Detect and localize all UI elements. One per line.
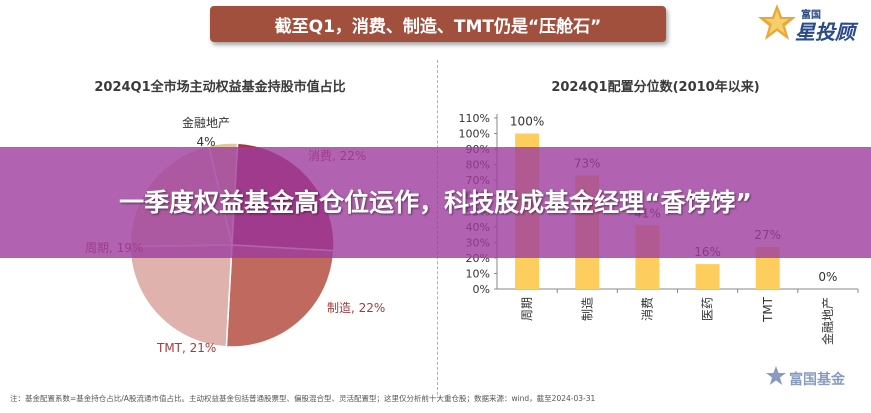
- brand-tagline: 星投顾: [795, 20, 855, 44]
- watermark: 富国基金: [765, 365, 857, 391]
- y-tick-label: 110%: [459, 112, 490, 125]
- x-tick-label: 周期: [520, 297, 534, 321]
- y-tick-label: 0%: [473, 283, 490, 296]
- header-banner: 截至Q1，消费、制造、TMT仍是“压舱石”: [210, 6, 666, 42]
- pie-slice: [129, 244, 233, 348]
- header-title: 截至Q1，消费、制造、TMT仍是“压舱石”: [274, 16, 602, 37]
- pie-slice-label: 制造, 22%: [327, 301, 385, 315]
- x-tick-label: 消费: [640, 297, 654, 321]
- headline-overlay: 一季度权益基金高仓位运作，科技股成基金经理“香饽饽”: [0, 147, 871, 258]
- y-tick-label: 10%: [466, 267, 490, 280]
- pie-slice-label: 金融地产: [182, 115, 230, 130]
- watermark-text: 富国基金: [789, 372, 845, 388]
- pie-slice-label: TMT, 21%: [156, 341, 216, 355]
- bar-value-label: 100%: [510, 115, 544, 129]
- pie-chart-title: 2024Q1全市场主动权益基金持股市值占比: [94, 80, 346, 95]
- x-tick-label: 制造: [580, 297, 594, 321]
- pie-slice-value-label: 4%: [196, 135, 215, 149]
- x-tick-label: 医药: [701, 297, 715, 321]
- bar-chart-title: 2024Q1配置分位数(2010年以来): [551, 80, 760, 95]
- footnote: 注：基金配置系数=基金持仓占比/A股流通市值占比。主动权益基金包括普通股票型、偏…: [10, 394, 596, 403]
- watermark-star-icon: [766, 366, 786, 385]
- x-tick-label: 金融地产: [820, 297, 835, 345]
- brand-name: 富国: [801, 10, 821, 21]
- pie-slice: [225, 244, 335, 348]
- y-tick-label: 100%: [459, 128, 490, 141]
- brand-logo: 富国 星投顾: [755, 2, 863, 44]
- bar-value-label: 0%: [818, 270, 837, 284]
- bar: [695, 264, 720, 289]
- x-tick-label: TMT: [761, 296, 775, 323]
- headline-title: 一季度权益基金高仓位运作，科技股成基金经理“香饽饽”: [119, 187, 752, 217]
- star-logo-icon: [758, 4, 796, 40]
